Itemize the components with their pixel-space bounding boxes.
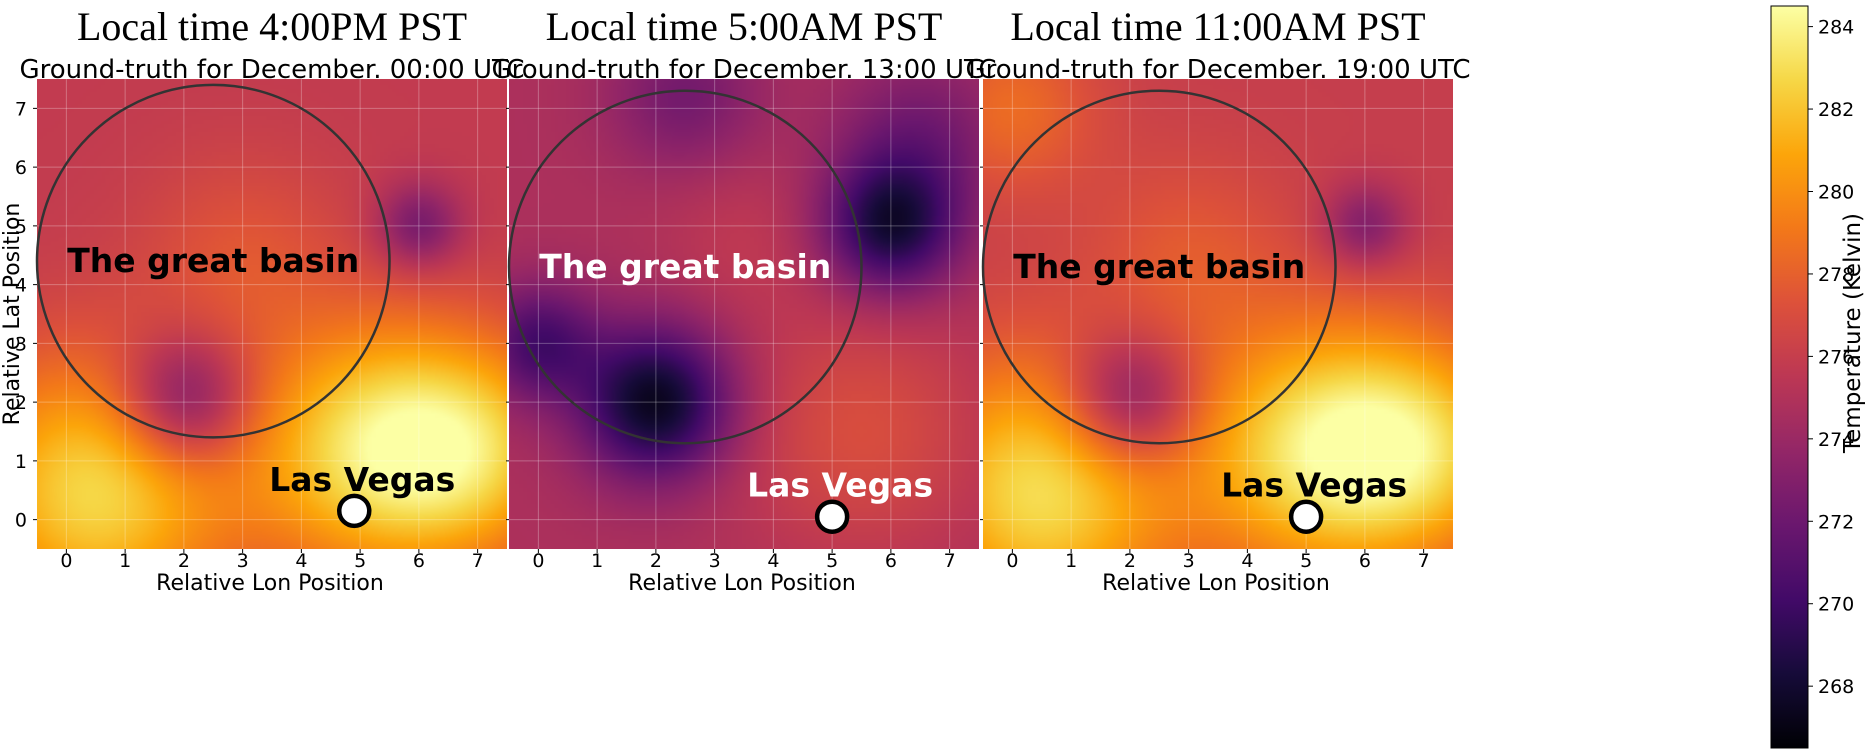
- city-label: Las Vegas: [747, 466, 933, 505]
- region-label: The great basin: [1013, 247, 1305, 286]
- city-marker: [337, 493, 372, 529]
- colorbar-gradient: [1770, 5, 1809, 749]
- x-tick-label: 0: [1006, 550, 1018, 572]
- x-tick-label: 6: [885, 550, 897, 572]
- region-circle: [35, 83, 391, 439]
- x-axis-label: Relative Lon Position: [156, 571, 384, 596]
- colorbar-tick-label: 274: [1818, 429, 1854, 451]
- panel-title: Local time 4:00PM PST: [77, 4, 467, 49]
- city-label: Las Vegas: [1221, 466, 1407, 505]
- colorbar-tick-label: 282: [1818, 99, 1854, 121]
- y-tick-label: 0: [15, 510, 27, 532]
- x-tick-label: 2: [1124, 550, 1136, 572]
- y-tick-label: 3: [15, 333, 27, 355]
- x-axis-label: Relative Lon Position: [628, 571, 856, 596]
- colorbar-tick-label: 276: [1818, 346, 1854, 368]
- heatmap-image: [509, 79, 979, 549]
- region-circle: [507, 89, 863, 445]
- x-tick-label: 6: [1359, 550, 1371, 572]
- x-tick-label: 5: [1300, 550, 1312, 572]
- x-tick-label: 2: [178, 550, 190, 572]
- colorbar-tick-label: 272: [1818, 511, 1854, 533]
- y-tick-label: 2: [15, 392, 27, 414]
- panel-title: Local time 11:00AM PST: [1010, 4, 1425, 49]
- x-tick-label: 7: [1418, 550, 1430, 572]
- x-tick-label: 5: [826, 550, 838, 572]
- y-tick-label: 1: [15, 451, 27, 473]
- colorbar-tick-label: 270: [1818, 594, 1854, 616]
- x-tick-label: 0: [60, 550, 72, 572]
- x-tick-label: 3: [1183, 550, 1195, 572]
- colorbar: 268 270 272 274 276 278 280 282 284 Temperature (…: [1770, 5, 1866, 749]
- x-tick-label: 4: [1241, 550, 1253, 572]
- heatmap-image: [37, 79, 507, 549]
- colorbar-tick-label: 268: [1818, 676, 1854, 698]
- colorbar-label: Temperature (Kelvin): [1840, 213, 1866, 454]
- panel-title: Local time 5:00AM PST: [546, 4, 943, 49]
- region-label: The great basin: [67, 241, 359, 280]
- x-tick-label: 0: [532, 550, 544, 572]
- x-tick-label: 3: [237, 550, 249, 572]
- city-marker: [1288, 499, 1324, 534]
- colorbar-tick-label: 280: [1818, 182, 1854, 204]
- x-tick-label: 2: [650, 550, 662, 572]
- x-tick-label: 1: [1065, 550, 1077, 572]
- city-label: Las Vegas: [269, 460, 455, 499]
- region-label: The great basin: [539, 247, 831, 286]
- x-tick-label: 4: [295, 550, 307, 572]
- x-tick-label: 4: [767, 550, 779, 572]
- x-tick-label: 5: [354, 550, 366, 572]
- x-tick-label: 7: [472, 550, 484, 572]
- x-tick-label: 1: [591, 550, 603, 572]
- y-tick-label: 5: [15, 216, 27, 238]
- y-tick-label: 7: [15, 98, 27, 120]
- y-tick-label: 6: [15, 157, 27, 179]
- heatmap-image: [983, 79, 1453, 549]
- x-tick-label: 6: [413, 550, 425, 572]
- city-marker: [814, 499, 850, 534]
- x-tick-label: 1: [119, 550, 131, 572]
- x-tick-label: 7: [944, 550, 956, 572]
- colorbar-tick-label: 278: [1818, 264, 1854, 286]
- y-tick-label: 4: [15, 275, 27, 297]
- y-axis-label: Relative Lat Position: [0, 203, 25, 426]
- x-axis-label: Relative Lon Position: [1102, 571, 1330, 596]
- x-tick-label: 3: [709, 550, 721, 572]
- colorbar-tick-label: 284: [1818, 17, 1854, 39]
- region-circle: [981, 89, 1337, 445]
